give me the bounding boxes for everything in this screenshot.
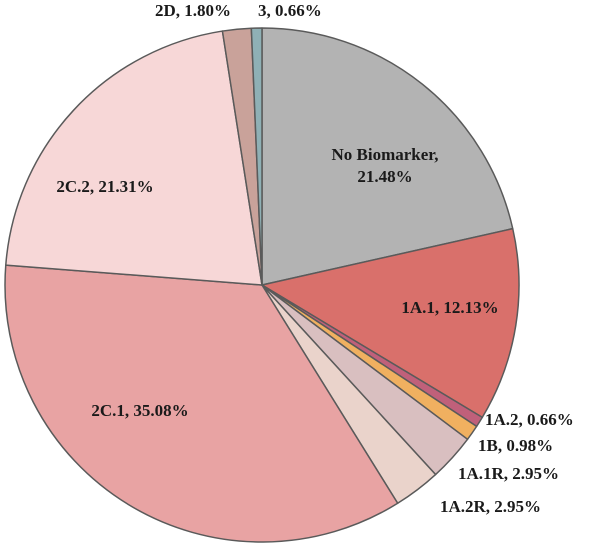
label-2d: 2D, 1.80%: [155, 1, 231, 20]
label-1b: 1B, 0.98%: [478, 436, 553, 455]
label-1a1: 1A.1, 12.13%: [401, 298, 498, 317]
label-3: 3, 0.66%: [258, 1, 322, 20]
label-no-biomarker: No Biomarker,: [331, 145, 438, 164]
label-no-biomarker-pct: 21.48%: [357, 167, 412, 186]
pie-slices: [5, 28, 519, 542]
label-1a2r: 1A.2R, 2.95%: [440, 497, 541, 516]
label-1a1r: 1A.1R, 2.95%: [458, 464, 559, 483]
label-2c1: 2C.1, 35.08%: [91, 401, 188, 420]
slice-2c-2: [6, 31, 262, 285]
label-1a2: 1A.2, 0.66%: [485, 410, 574, 429]
label-2c2: 2C.2, 21.31%: [56, 177, 153, 196]
